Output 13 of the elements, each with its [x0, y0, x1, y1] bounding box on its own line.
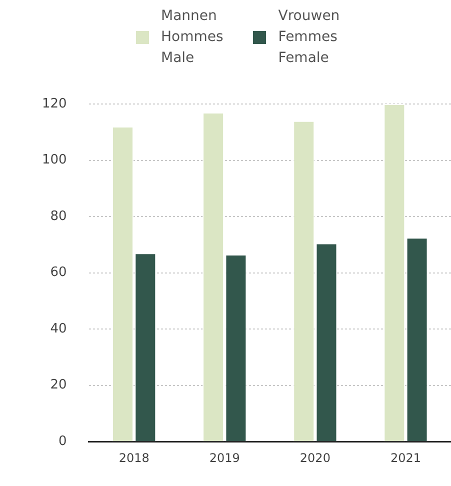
- x-tick-label: 2021: [390, 450, 421, 465]
- legend-label: Vrouwen Femmes Female: [278, 7, 340, 68]
- x-tick-label: 2018: [118, 450, 150, 465]
- y-tick-label: 120: [42, 96, 67, 112]
- legend-label: Mannen Hommes Male: [161, 7, 224, 68]
- y-tick-label: 40: [50, 321, 67, 336]
- x-tick-label: 2019: [209, 450, 240, 465]
- x-tick-label: 2020: [300, 450, 330, 465]
- y-tick-label: 60: [50, 265, 67, 280]
- y-tick-label: 80: [50, 208, 67, 224]
- y-tick-label: 100: [42, 152, 67, 168]
- y-tick-label: 20: [50, 378, 67, 393]
- y-tick-label: 0: [58, 434, 67, 449]
